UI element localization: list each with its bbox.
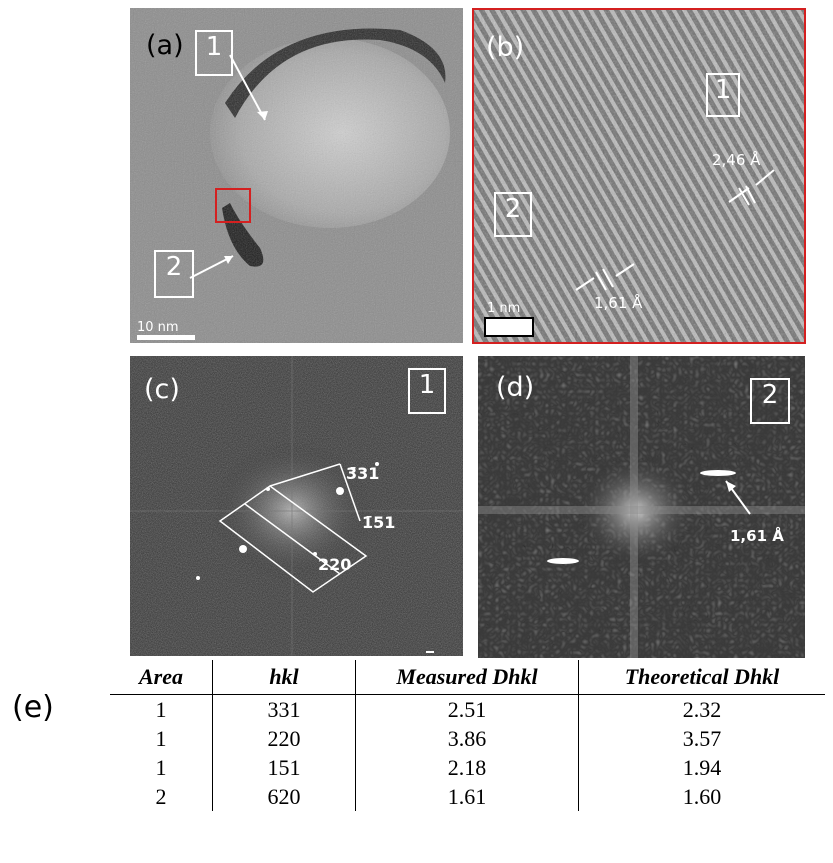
area-marker-2: 2 [750, 378, 790, 424]
panel-label-c: (c) [144, 374, 180, 405]
scale-bar [137, 335, 195, 340]
cell-measured: 2.51 [355, 694, 579, 724]
cell-measured: 1.61 [355, 782, 579, 811]
panel-label-a: (a) [146, 30, 184, 61]
area-marker-2: 2 [154, 250, 194, 298]
scale-bar [484, 317, 534, 337]
scale-bar-label: 1 nm [487, 301, 520, 316]
diffraction-spot [375, 462, 379, 466]
table-row: 1 151 2.18 1.94 [110, 753, 825, 782]
cell-theoretical: 3.57 [578, 724, 825, 753]
header-area: Area [110, 660, 213, 695]
panel-d-fft: 1,61 Å (d) 2 [478, 356, 805, 658]
panel-label-d: (d) [496, 372, 535, 403]
cell-area: 1 [155, 696, 167, 722]
scale-bar-label: 10 nm [137, 320, 179, 335]
panel-c-fft: 3̄31 1̄51 220 (c) 1 [130, 356, 463, 656]
spot-label-151: 1̄51 [362, 513, 395, 532]
cell-hkl: 220 [212, 724, 356, 753]
cell-area: 1 [155, 754, 167, 780]
header-hkl: hkl [212, 660, 356, 695]
header-measured-dhkl: Measured Dhkl [355, 660, 579, 695]
cell-area: 1 [155, 725, 167, 751]
panel-a-tem-image: 10 nm (a) 1 2 [130, 8, 463, 343]
area-marker-2: 2 [494, 192, 532, 237]
spacing-label-161: 1,61 Å [730, 526, 784, 545]
table-row: 2 620 1.61 1.60 [110, 782, 825, 811]
diffraction-spot [700, 470, 736, 476]
table-row: 1 331 2.51 2.32 [110, 694, 825, 724]
spacing-label-246: 2,46 Å [712, 150, 761, 169]
diffraction-spot [266, 487, 270, 491]
panel-b-micrograph: 2,46 Å 1,61 Å 1 nm [474, 10, 804, 342]
diffraction-spot [196, 576, 200, 580]
cell-hkl: 151 [212, 753, 356, 782]
header-theoretical-dhkl: Theoretical Dhkl [578, 660, 825, 695]
cell-theoretical: 1.60 [578, 782, 825, 811]
area-marker-1: 1 [195, 30, 233, 76]
cell-hkl: 331 [212, 694, 356, 724]
cell-theoretical: 2.32 [578, 694, 825, 724]
dhkl-table: Area hkl Measured Dhkl Theoretical Dhkl … [110, 660, 825, 811]
panel-label-b: (b) [486, 32, 525, 63]
diffraction-spot [336, 487, 344, 495]
diffraction-spot [313, 552, 317, 556]
table-header-row: Area hkl Measured Dhkl Theoretical Dhkl [110, 660, 825, 695]
diffraction-spot [547, 558, 579, 564]
cell-measured: 2.18 [355, 753, 579, 782]
arrow-area-1 [229, 54, 266, 121]
reciprocal-lattice-frame [218, 463, 368, 593]
panel-label-e: (e) [12, 690, 54, 725]
panel-d-fft-image: 1,61 Å [478, 356, 805, 658]
panel-b-hrtem-image: 2,46 Å 1,61 Å 1 nm (b) 1 2 [472, 8, 806, 344]
panel-c-fft-image: 3̄31 1̄51 220 [130, 356, 463, 656]
spacing-label-161: 1,61 Å [594, 293, 643, 312]
cell-area: 2 [155, 783, 167, 809]
spot-label-220: 220 [318, 555, 351, 574]
spot-label-331: 3̄31 [346, 464, 379, 483]
area-marker-1: 1 [408, 368, 446, 414]
cell-theoretical: 1.94 [578, 753, 825, 782]
highlight-box [215, 188, 251, 223]
area-marker-1: 1 [706, 73, 740, 117]
diffraction-spot [239, 545, 247, 553]
cell-hkl: 620 [212, 782, 356, 811]
table-row: 1 220 3.86 3.57 [110, 724, 825, 753]
panel-a-micrograph: 10 nm [130, 8, 463, 343]
scale-bar [426, 651, 434, 653]
cell-measured: 3.86 [355, 724, 579, 753]
